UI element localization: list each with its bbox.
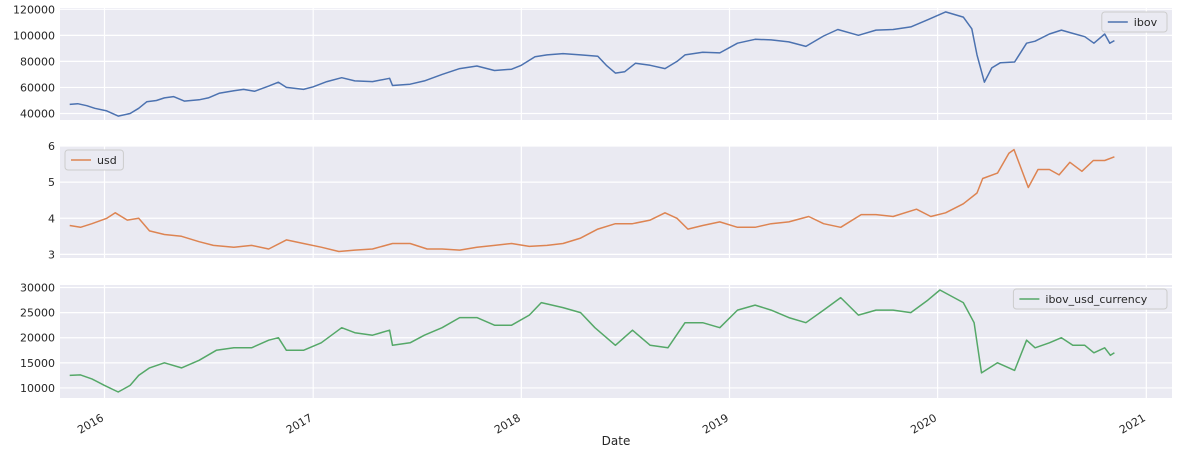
- y-tick-label: 80000: [20, 55, 55, 68]
- y-tick-label: 30000: [20, 282, 55, 295]
- panel-1: 40000 60000 80000 100000 120000 ibov: [13, 3, 1172, 120]
- legend: ibov_usd_currency: [1012, 288, 1168, 310]
- x-axis-label: Date: [602, 434, 631, 448]
- panel-3: 10000 15000 20000 25000 30000 ibov_usd_curren…: [20, 282, 1172, 398]
- series-line-ibov: [69, 11, 1115, 117]
- legend-label: usd: [97, 154, 117, 167]
- plot-area: [60, 8, 1172, 120]
- legend-box: [1012, 288, 1168, 310]
- y-tick-label: 4: [48, 212, 55, 225]
- legend: ibov: [1101, 11, 1168, 33]
- legend-box: [1101, 11, 1168, 33]
- legend-label: ibov_usd_currency: [1045, 293, 1147, 306]
- legend-label: ibov: [1134, 16, 1158, 29]
- y-tick-label: 3: [48, 248, 55, 261]
- panel-2: 3 4 5 6 usd: [48, 140, 1172, 261]
- y-tick-label: 120000: [13, 3, 55, 16]
- plot-area: [60, 146, 1172, 258]
- y-tick-label: 25000: [20, 307, 55, 320]
- y-tick-label: 60000: [20, 81, 55, 94]
- plot-area: [60, 285, 1172, 398]
- series-line-usd: [69, 148, 1115, 253]
- legend: usd: [64, 149, 124, 171]
- legend-box: [64, 149, 124, 171]
- y-tick-label: 6: [48, 140, 55, 153]
- y-tick-label: 100000: [13, 29, 55, 42]
- panels: 40000 60000 80000 100000 120000 ibov 3 4 5 6 usd 10…: [13, 3, 1172, 398]
- y-tick-label: 20000: [20, 332, 55, 345]
- y-tick-label: 40000: [20, 107, 55, 120]
- y-tick-label: 5: [48, 176, 55, 189]
- series-line-ibov_usd_currency: [69, 289, 1115, 393]
- y-tick-label: 10000: [20, 382, 55, 395]
- y-tick-label: 15000: [20, 357, 55, 370]
